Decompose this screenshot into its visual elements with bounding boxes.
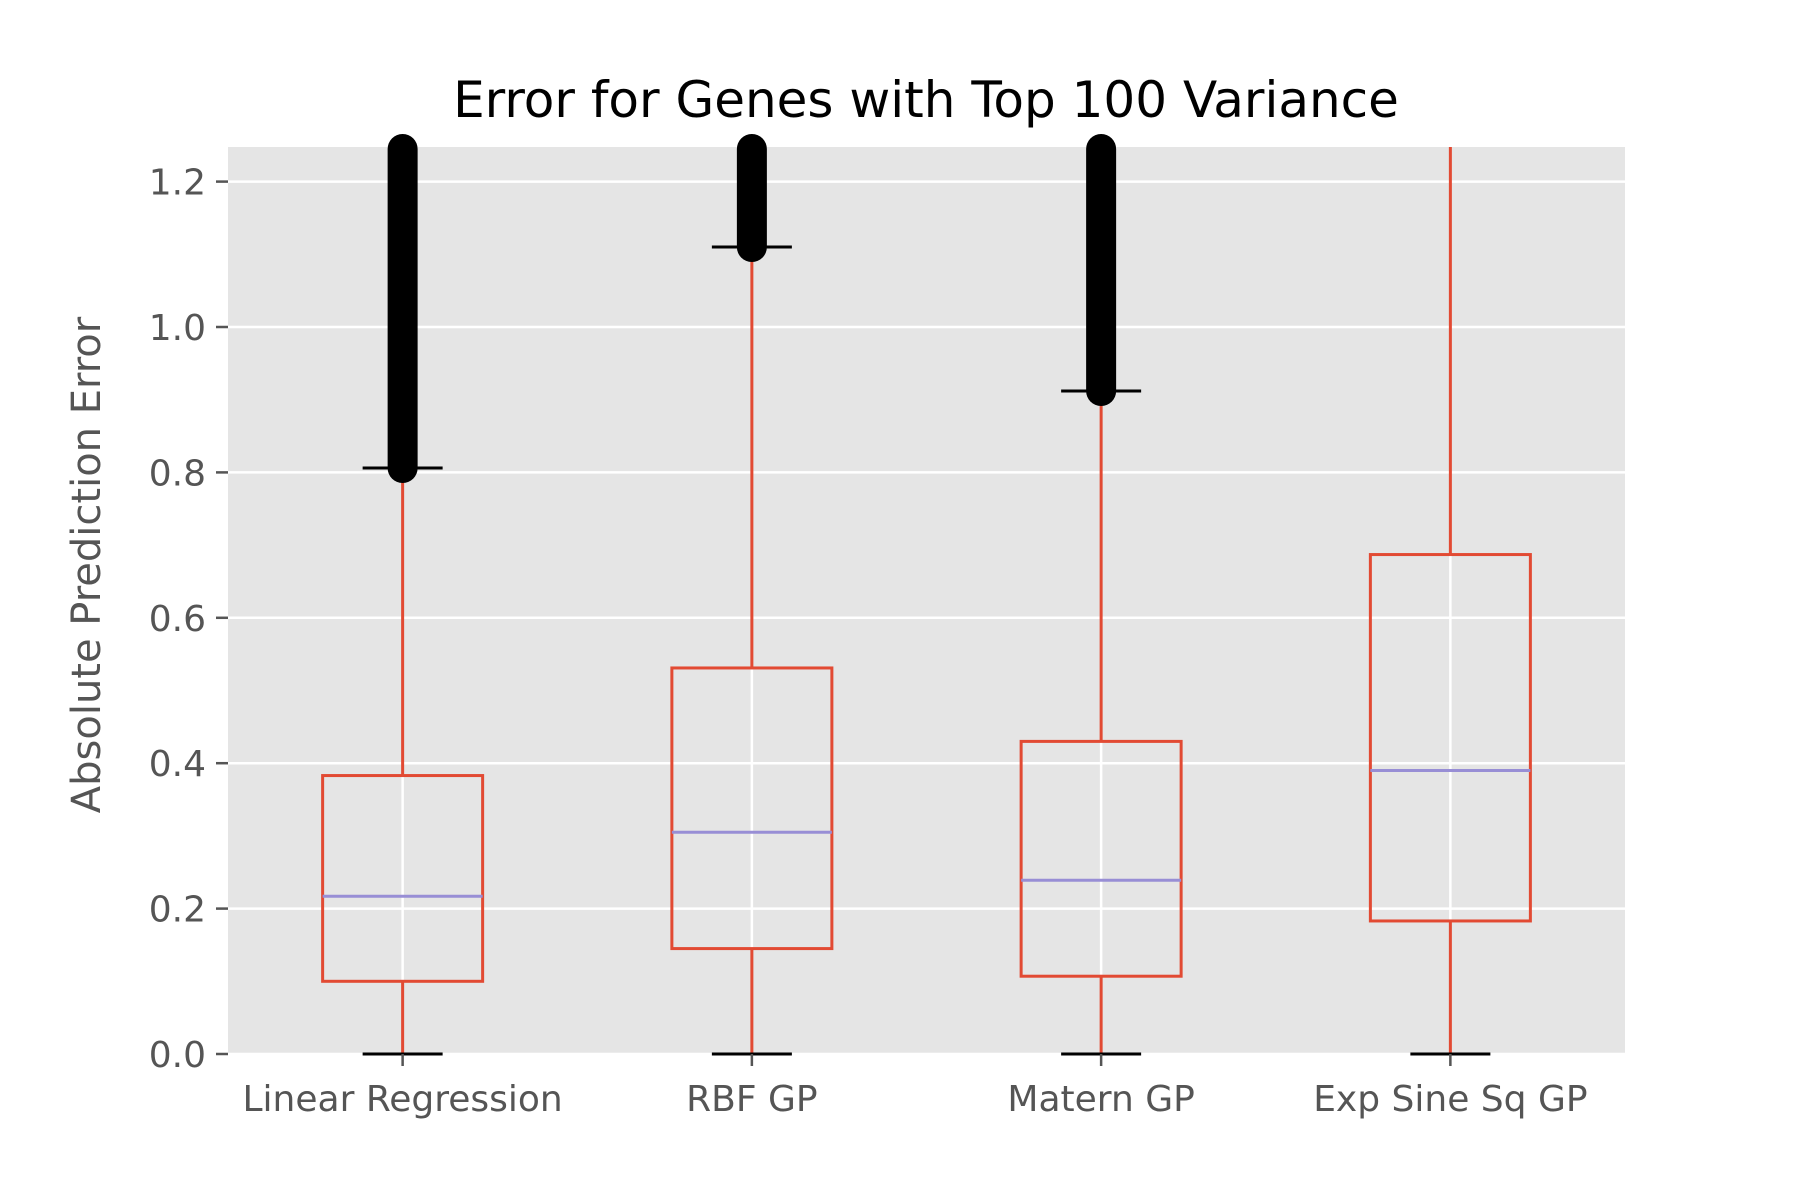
box-group — [670, 134, 834, 1056]
box-group — [1019, 134, 1183, 1056]
y-axis-ticks: 0.0 0.2 0.4 0.6 0.8 1.0 1.2 — [149, 163, 228, 1076]
plot-background — [228, 147, 1625, 1054]
chart-title: Error for Genes with Top 100 Variance — [453, 71, 1399, 129]
y-tick-label: 0.0 — [149, 1035, 206, 1076]
y-tick-label: 0.8 — [149, 453, 206, 494]
x-tick-label: Linear Regression — [243, 1079, 563, 1120]
y-tick-label: 0.4 — [149, 744, 206, 785]
y-tick-label: 1.2 — [149, 163, 206, 204]
iqr-box — [1368, 553, 1532, 923]
x-tick-label: Matern GP — [1007, 1079, 1194, 1120]
y-tick-label: 0.6 — [149, 599, 206, 640]
y-axis-label: Absolute Prediction Error — [64, 316, 110, 813]
x-axis-ticks: Linear Regression RBF GP Matern GP Exp Sine… — [243, 1054, 1588, 1120]
y-tick-label: 0.2 — [149, 890, 206, 931]
iqr-box — [321, 774, 485, 983]
box-group — [1368, 147, 1532, 1056]
iqr-box — [670, 666, 834, 951]
y-tick-label: 1.0 — [149, 308, 206, 349]
x-tick-label: RBF GP — [686, 1079, 817, 1120]
x-tick-label: Exp Sine Sq GP — [1313, 1079, 1587, 1120]
iqr-box — [1019, 739, 1183, 978]
